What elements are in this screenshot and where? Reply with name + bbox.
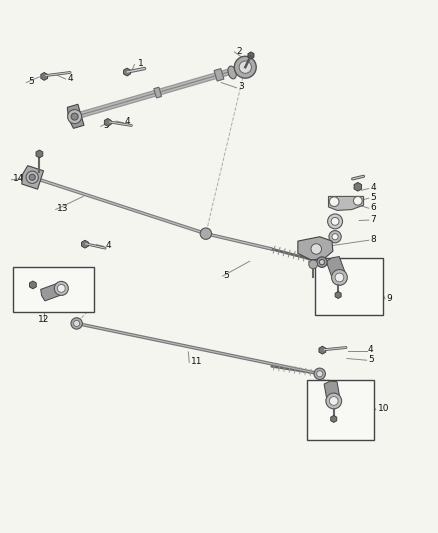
Circle shape xyxy=(328,214,343,229)
Circle shape xyxy=(239,61,251,74)
Polygon shape xyxy=(41,72,48,80)
Text: 5: 5 xyxy=(368,355,374,364)
Text: 12: 12 xyxy=(38,316,49,325)
Circle shape xyxy=(234,56,256,78)
Polygon shape xyxy=(335,292,341,298)
Text: 11: 11 xyxy=(191,357,202,366)
Circle shape xyxy=(314,368,325,379)
Polygon shape xyxy=(319,346,326,354)
Text: 5: 5 xyxy=(370,193,376,202)
Bar xyxy=(315,258,383,314)
Circle shape xyxy=(311,244,321,254)
Circle shape xyxy=(309,260,318,269)
Circle shape xyxy=(335,273,344,282)
Circle shape xyxy=(71,113,78,120)
Bar xyxy=(307,381,374,440)
Circle shape xyxy=(319,260,325,265)
Polygon shape xyxy=(154,87,162,98)
Polygon shape xyxy=(22,166,43,189)
Circle shape xyxy=(71,318,82,329)
Circle shape xyxy=(200,228,212,239)
Polygon shape xyxy=(326,256,347,282)
Text: 3: 3 xyxy=(239,83,244,92)
Text: 13: 13 xyxy=(57,204,68,213)
Circle shape xyxy=(329,197,339,206)
Polygon shape xyxy=(324,381,341,404)
Polygon shape xyxy=(214,69,224,81)
Text: 4: 4 xyxy=(368,345,374,354)
Text: 5: 5 xyxy=(28,77,34,86)
Bar xyxy=(13,266,94,312)
Polygon shape xyxy=(298,237,333,260)
Circle shape xyxy=(26,171,39,183)
Text: 9: 9 xyxy=(386,294,392,303)
Circle shape xyxy=(331,217,339,225)
Text: 8: 8 xyxy=(370,235,376,244)
Circle shape xyxy=(57,285,65,292)
Circle shape xyxy=(317,257,327,268)
Text: 2: 2 xyxy=(237,46,242,55)
Circle shape xyxy=(29,174,35,180)
Text: 10: 10 xyxy=(378,405,389,414)
Text: 5: 5 xyxy=(103,121,109,130)
Text: 4: 4 xyxy=(68,74,74,83)
Polygon shape xyxy=(124,68,131,76)
Ellipse shape xyxy=(228,66,237,79)
Circle shape xyxy=(54,281,68,295)
Polygon shape xyxy=(104,118,111,126)
Text: 1: 1 xyxy=(138,59,144,68)
Circle shape xyxy=(67,110,81,124)
Circle shape xyxy=(317,371,323,377)
Text: 4: 4 xyxy=(105,241,111,250)
Polygon shape xyxy=(67,104,84,128)
Polygon shape xyxy=(248,52,254,59)
Text: 4: 4 xyxy=(125,117,131,126)
Circle shape xyxy=(326,393,342,409)
Circle shape xyxy=(332,270,347,285)
Polygon shape xyxy=(354,182,362,191)
Text: 6: 6 xyxy=(370,203,376,212)
Polygon shape xyxy=(331,415,337,423)
Circle shape xyxy=(329,397,338,405)
Text: 7: 7 xyxy=(370,215,376,224)
Polygon shape xyxy=(36,150,43,158)
Text: 5: 5 xyxy=(223,271,229,280)
Polygon shape xyxy=(29,281,36,289)
Polygon shape xyxy=(81,240,88,248)
Polygon shape xyxy=(328,197,364,211)
Circle shape xyxy=(332,233,338,240)
Circle shape xyxy=(329,231,341,243)
Circle shape xyxy=(353,197,362,205)
Text: 14: 14 xyxy=(13,174,25,183)
Circle shape xyxy=(74,320,80,327)
Text: 4: 4 xyxy=(370,183,376,192)
Polygon shape xyxy=(41,282,65,301)
